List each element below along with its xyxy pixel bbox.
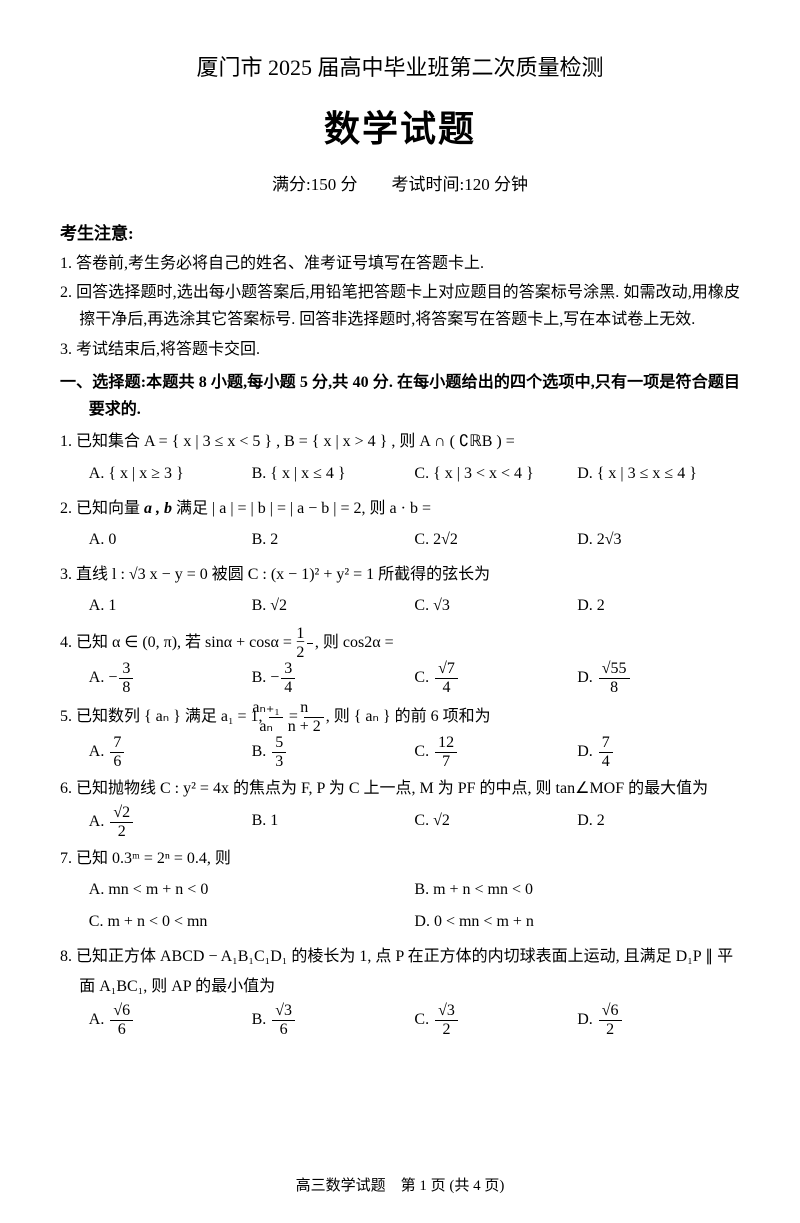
q5-f1: aₙ₊₁aₙ bbox=[267, 700, 285, 735]
notice-3: 3. 考试结束后,将答题卡交回. bbox=[60, 336, 740, 363]
q7-opt-c: C. m + n < 0 < mn bbox=[89, 906, 415, 938]
q4-opt-c: C. √74 bbox=[414, 661, 577, 696]
q7-opt-d: D. 0 < mn < m + n bbox=[414, 906, 740, 938]
q2-stem: 2. 已知向量 a , b 满足 | a | = | b | = | a − b… bbox=[60, 494, 740, 524]
q5-stem: 5. 已知数列 { aₙ } 满足 a₁ = 1, aₙ₊₁aₙ = nn + … bbox=[60, 700, 740, 735]
q1-opt-c: C. { x | 3 < x < 4 } bbox=[414, 458, 577, 490]
exam-page: 厦门市 2025 届高中毕业班第二次质量检测 数学试题 满分:150 分 考试时… bbox=[0, 0, 800, 1223]
q2-options: A. 0 B. 2 C. 2√2 D. 2√3 bbox=[60, 524, 740, 556]
q4-options: A. −38 B. −34 C. √74 D. √558 bbox=[60, 661, 740, 696]
q7-opt-b: B. m + n < mn < 0 bbox=[414, 874, 740, 906]
q2-ab: a , b bbox=[144, 500, 172, 517]
q4-half: 12 bbox=[305, 626, 315, 661]
q6-opt-a: A. √22 bbox=[89, 805, 252, 840]
q2-opt-c: C. 2√2 bbox=[414, 524, 577, 556]
notice-heading: 考生注意: bbox=[60, 219, 740, 244]
q5-stem-post: , 则 { aₙ } 的前 6 项和为 bbox=[326, 708, 491, 725]
q3-opt-b: B. √2 bbox=[252, 590, 415, 622]
q1-options: A. { x | x ≥ 3 } B. { x | x ≤ 4 } C. { x… bbox=[60, 458, 740, 490]
q2-stem-pre: 2. 已知向量 bbox=[60, 500, 144, 517]
q8-opt-d: D. √62 bbox=[577, 1003, 740, 1038]
q8-stem: 8. 已知正方体 ABCD − A₁B₁C₁D₁ 的棱长为 1, 点 P 在正方… bbox=[60, 942, 740, 1003]
q3-options: A. 1 B. √2 C. √3 D. 2 bbox=[60, 590, 740, 622]
exam-meta: 满分:150 分 考试时间:120 分钟 bbox=[60, 170, 740, 195]
q4-opt-b: B. −34 bbox=[252, 661, 415, 696]
q7-stem: 7. 已知 0.3ᵐ = 2ⁿ = 0.4, 则 bbox=[60, 844, 740, 874]
exam-header: 厦门市 2025 届高中毕业班第二次质量检测 bbox=[60, 50, 740, 82]
q2-opt-a: A. 0 bbox=[89, 524, 252, 556]
q5-opt-b: B. 53 bbox=[252, 735, 415, 770]
notice-1: 1. 答卷前,考生务必将自己的姓名、准考证号填写在答题卡上. bbox=[60, 250, 740, 277]
q1-stem: 1. 已知集合 A = { x | 3 ≤ x < 5 } , B = { x … bbox=[60, 427, 740, 457]
q4-opt-a: A. −38 bbox=[89, 661, 252, 696]
q6-opt-c: C. √2 bbox=[414, 805, 577, 840]
q5-options: A. 76 B. 53 C. 127 D. 74 bbox=[60, 735, 740, 770]
page-footer: 高三数学试题 第 1 页 (共 4 页) bbox=[0, 1174, 800, 1195]
q1-opt-d: D. { x | 3 ≤ x ≤ 4 } bbox=[577, 458, 740, 490]
q2-opt-d: D. 2√3 bbox=[577, 524, 740, 556]
q7-options: A. mn < m + n < 0 B. m + n < mn < 0 C. m… bbox=[60, 874, 740, 938]
q3-opt-d: D. 2 bbox=[577, 590, 740, 622]
q5-opt-a: A. 76 bbox=[89, 735, 252, 770]
q8-opt-a: A. √66 bbox=[89, 1003, 252, 1038]
q5-stem-pre: 5. 已知数列 { aₙ } 满足 a₁ = 1, bbox=[60, 708, 267, 725]
q6-stem: 6. 已知抛物线 C : y² = 4x 的焦点为 F, P 为 C 上一点, … bbox=[60, 774, 740, 804]
q5-opt-c: C. 127 bbox=[414, 735, 577, 770]
q6-options: A. √22 B. 1 C. √2 D. 2 bbox=[60, 805, 740, 840]
q3-stem: 3. 直线 l : √3 x − y = 0 被圆 C : (x − 1)² +… bbox=[60, 560, 740, 590]
q8-opt-b: B. √36 bbox=[252, 1003, 415, 1038]
q7-opt-a: A. mn < m + n < 0 bbox=[89, 874, 415, 906]
exam-title: 数学试题 bbox=[60, 100, 740, 152]
q4-stem-post: , 则 cos2α = bbox=[315, 634, 394, 651]
section-1-heading: 一、选择题:本题共 8 小题,每小题 5 分,共 40 分. 在每小题给出的四个… bbox=[60, 369, 740, 423]
q3-opt-c: C. √3 bbox=[414, 590, 577, 622]
q4-stem-pre: 4. 已知 α ∈ (0, π), 若 sinα + cosα = − bbox=[60, 634, 305, 651]
q6-opt-d: D. 2 bbox=[577, 805, 740, 840]
q5-opt-d: D. 74 bbox=[577, 735, 740, 770]
q2-stem-mid: 满足 | a | = | b | = | a − b | = 2, 则 a · … bbox=[172, 500, 431, 517]
notice-2: 2. 回答选择题时,选出每小题答案后,用铅笔把答题卡上对应题目的答案标号涂黑. … bbox=[60, 279, 740, 333]
q4-stem: 4. 已知 α ∈ (0, π), 若 sinα + cosα = −12, 则… bbox=[60, 626, 740, 661]
q8-opt-c: C. √32 bbox=[414, 1003, 577, 1038]
q1-opt-a: A. { x | x ≥ 3 } bbox=[89, 458, 252, 490]
q5-f2: nn + 2 bbox=[302, 700, 326, 735]
q3-opt-a: A. 1 bbox=[89, 590, 252, 622]
q4-opt-d: D. √558 bbox=[577, 661, 740, 696]
q2-opt-b: B. 2 bbox=[252, 524, 415, 556]
q6-opt-b: B. 1 bbox=[252, 805, 415, 840]
q8-options: A. √66 B. √36 C. √32 D. √62 bbox=[60, 1003, 740, 1038]
q1-opt-b: B. { x | x ≤ 4 } bbox=[252, 458, 415, 490]
